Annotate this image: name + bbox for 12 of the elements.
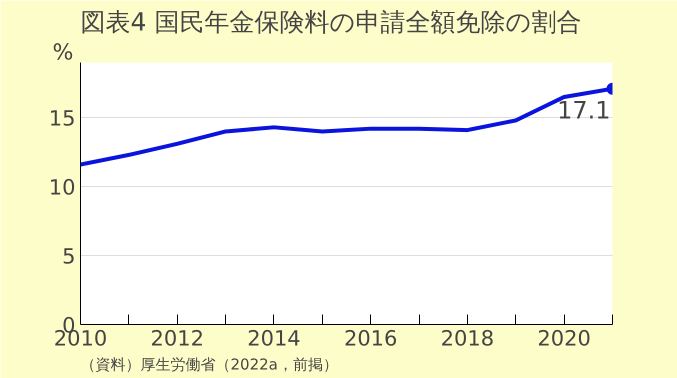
x-tick-label: 2012 <box>150 326 204 350</box>
x-tick-label: 2018 <box>440 326 494 350</box>
x-tick-label: 2014 <box>247 326 301 350</box>
chart-title: 図表4 国民年金保険料の申請全額免除の割合 <box>80 8 582 36</box>
x-tick-label: 2020 <box>537 326 591 350</box>
text: （資料）厚生労働省（2022a，前掲） <box>80 356 338 374</box>
x-tick-label: 2016 <box>344 326 398 350</box>
y-tick-label: 5 <box>62 244 76 269</box>
y-tick-label: 15 <box>48 106 76 131</box>
y-axis-title: % <box>52 40 74 66</box>
data-label: 17.1 <box>557 96 610 125</box>
y-tick-label: 10 <box>48 176 76 200</box>
